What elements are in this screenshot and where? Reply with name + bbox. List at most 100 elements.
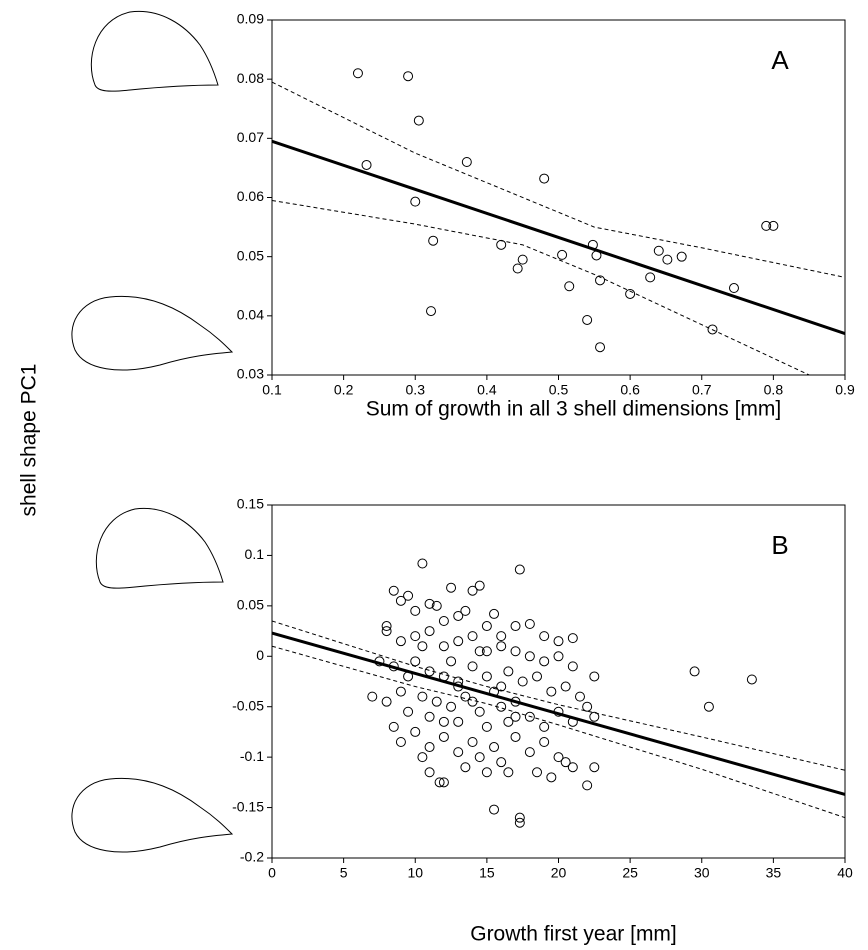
data-point (514, 812, 525, 823)
data-point (395, 636, 406, 647)
data-point (460, 762, 471, 773)
shell-outlines (71, 10, 234, 853)
x-tick-label: 20 (551, 865, 567, 881)
data-point (539, 737, 550, 748)
data-point (589, 671, 600, 682)
data-point (517, 676, 528, 687)
data-point (403, 706, 414, 717)
data-point (424, 767, 435, 778)
data-point (413, 115, 424, 126)
data-point (428, 235, 439, 246)
data-point (510, 646, 521, 657)
data-point (481, 721, 492, 732)
data-point (567, 661, 578, 672)
confidence-band (272, 81, 845, 278)
data-point (703, 701, 714, 712)
data-point (417, 752, 428, 763)
data-point (410, 605, 421, 616)
x-tick-label: 25 (622, 865, 638, 881)
data-point (768, 220, 779, 231)
data-point (481, 621, 492, 632)
x-tick-label: 0.7 (692, 382, 712, 398)
x-tick-label: 5 (340, 865, 348, 881)
data-point (496, 641, 507, 652)
data-point (446, 656, 457, 667)
y-tick-label: 0.09 (237, 11, 264, 27)
data-point (438, 777, 449, 788)
data-point (395, 686, 406, 697)
data-point (467, 631, 478, 642)
data-point (510, 731, 521, 742)
data-point (532, 767, 543, 778)
data-point (417, 558, 428, 569)
data-point (438, 671, 449, 682)
data-point (503, 716, 514, 727)
data-point (496, 757, 507, 768)
data-point (474, 706, 485, 717)
data-point (489, 804, 500, 815)
data-point (417, 641, 428, 652)
data-point (395, 595, 406, 606)
x-tick-label: 0.2 (334, 382, 354, 398)
data-point (539, 656, 550, 667)
x-tick-label: 0.4 (477, 382, 497, 398)
plot-frame (271, 19, 846, 376)
data-point (438, 641, 449, 652)
panel-label: A (771, 45, 789, 75)
data-point (467, 696, 478, 707)
data-point (489, 686, 500, 697)
data-point (424, 742, 435, 753)
regression-line (272, 139, 845, 336)
data-point (539, 631, 550, 642)
data-point (403, 590, 414, 601)
data-point (553, 752, 564, 763)
shell-outline (90, 10, 219, 92)
confidence-band (272, 199, 810, 375)
data-point (446, 582, 457, 593)
data-point (539, 721, 550, 732)
y-tick-label: 0.05 (237, 247, 264, 263)
plot-frame (271, 504, 846, 859)
data-point (474, 580, 485, 591)
data-point (374, 656, 385, 667)
data-point (461, 157, 472, 167)
data-point (582, 314, 593, 325)
data-point (467, 737, 478, 748)
data-point (728, 283, 739, 294)
data-point (381, 621, 392, 632)
data-point (662, 254, 673, 265)
data-point (388, 661, 399, 672)
data-point (410, 656, 421, 667)
x-tick-label: 0.8 (764, 382, 784, 398)
data-point (426, 306, 437, 317)
data-point (431, 600, 442, 611)
x-tick-label: 0.6 (620, 382, 640, 398)
data-point (424, 626, 435, 637)
data-point (645, 272, 656, 283)
data-point (460, 605, 471, 616)
data-point (367, 691, 378, 702)
x-axis-label: Sum of growth in all 3 shell dimensions … (366, 398, 782, 421)
data-point (388, 721, 399, 732)
data-point (595, 342, 606, 353)
y-tick-label: -0.15 (232, 798, 264, 814)
data-point (424, 598, 435, 609)
confidence-band (272, 645, 845, 819)
data-point (453, 636, 464, 647)
x-tick-label: 0 (268, 865, 276, 881)
data-point (503, 666, 514, 677)
data-point (560, 681, 571, 692)
data-point (557, 249, 568, 260)
data-point (503, 767, 514, 778)
data-point (524, 619, 535, 630)
y-tick-label: -0.1 (240, 748, 264, 764)
data-point (553, 706, 564, 717)
data-point (438, 615, 449, 626)
data-point (489, 608, 500, 619)
data-point (532, 671, 543, 682)
data-point (424, 666, 435, 677)
y-tick-label: 0.15 (237, 496, 264, 512)
data-point (381, 696, 392, 707)
panel-label: B (771, 530, 788, 560)
data-point (481, 646, 492, 657)
